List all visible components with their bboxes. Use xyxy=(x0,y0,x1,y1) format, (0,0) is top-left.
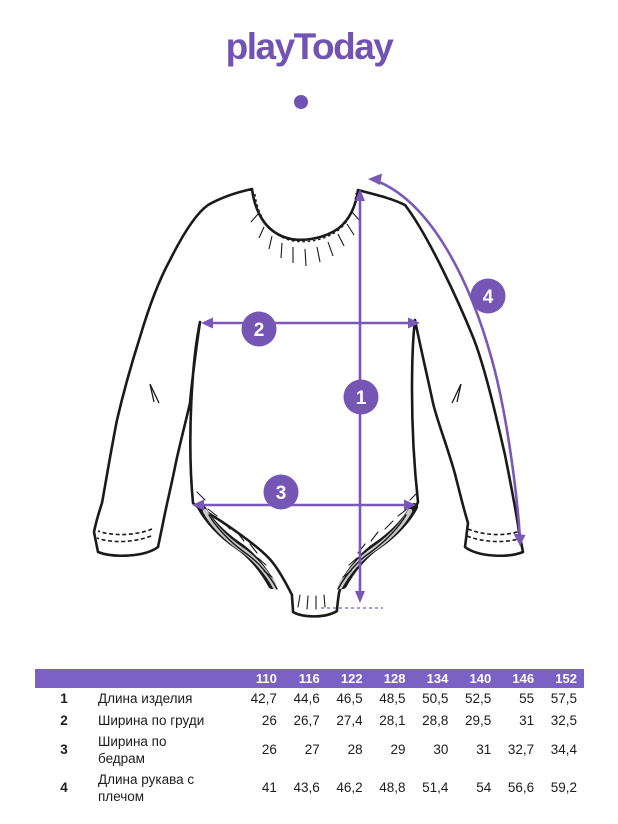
cell-value: 50,5 xyxy=(422,690,449,706)
cell-value: 32,7 xyxy=(507,742,535,758)
cell-value: 43,6 xyxy=(293,780,320,796)
table-row-sleeve: 4 Длина рукава с плечом 41 43,6 46,2 48,… xyxy=(35,770,584,808)
leg-opening-lace xyxy=(196,491,419,610)
size-col-128: 128 xyxy=(369,669,413,688)
cell-value: 48,8 xyxy=(379,780,406,796)
garment-diagram: 1 2 3 4 xyxy=(92,173,526,618)
size-col-116: 116 xyxy=(283,669,327,688)
table-row-hip: 3 Ширина по бедрам 26 27 28 29 30 31 32,… xyxy=(35,732,584,770)
cell-value: 27,4 xyxy=(336,712,363,728)
size-col-122: 122 xyxy=(326,669,370,688)
logo-dot xyxy=(294,95,308,109)
cell-value: 46,5 xyxy=(336,690,363,706)
cell-value: 44,6 xyxy=(293,690,320,706)
measure-hip-arrow: 3 xyxy=(192,474,416,511)
arrowhead-left xyxy=(192,499,204,511)
size-col-134: 134 xyxy=(412,669,456,688)
arrowhead-left xyxy=(201,317,213,329)
cell-value: 26,7 xyxy=(293,712,320,728)
marker-circle-4 xyxy=(470,278,506,314)
size-col-140: 140 xyxy=(455,669,499,688)
lace-frill-ticks xyxy=(196,491,419,610)
table-row-chest: 2 Ширина по груди 26 26,7 27,4 28,1 28,8… xyxy=(35,710,584,732)
cell-value: 57,5 xyxy=(550,690,577,706)
cuff-stitching xyxy=(96,528,522,543)
brand-logo: playToday xyxy=(0,26,618,109)
marker-number-1: 1 xyxy=(356,388,367,409)
cell-value: 27 xyxy=(304,742,320,758)
cell-value: 29,5 xyxy=(464,712,492,728)
cell-value: 42,7 xyxy=(250,690,277,706)
cell-value: 28 xyxy=(347,742,363,758)
size-col-146: 146 xyxy=(498,669,542,688)
cell-value: 34,4 xyxy=(550,742,577,758)
row-number: 4 xyxy=(60,780,68,796)
marker-circle-3 xyxy=(263,474,299,510)
cell-value: 48,5 xyxy=(379,690,406,706)
size-table-header: 110 116 122 128 134 140 146 152 xyxy=(35,669,584,688)
measure-chest-arrow: 2 xyxy=(201,311,420,347)
cell-value: 52,5 xyxy=(464,690,492,706)
marker-number-3: 3 xyxy=(276,483,287,504)
neckline-stitching xyxy=(250,192,361,267)
measure-length-arrow: 1 xyxy=(321,189,383,609)
cell-value: 46,2 xyxy=(336,780,363,796)
cell-value: 26 xyxy=(261,742,277,758)
header-empty-num xyxy=(35,669,93,688)
size-col-110: 110 xyxy=(241,669,284,688)
cell-value: 54 xyxy=(476,780,492,796)
brand-logo-text: playToday xyxy=(225,26,394,67)
arrowhead-right xyxy=(404,499,416,511)
cell-value: 31 xyxy=(519,712,535,728)
measure-sleeve-arrow: 4 xyxy=(368,173,526,546)
cell-value: 32,5 xyxy=(550,712,577,728)
cell-value: 55 xyxy=(519,690,535,706)
row-number: 1 xyxy=(60,690,68,706)
cell-value: 51,4 xyxy=(422,780,449,796)
marker-circle-2 xyxy=(241,311,277,347)
size-table: 110 116 122 128 134 140 146 152 1 Длина … xyxy=(35,669,584,808)
arrowhead-up xyxy=(355,189,365,201)
cell-value: 56,6 xyxy=(507,780,535,796)
row-label: Длина рукава с плечом xyxy=(98,771,195,804)
cell-value: 28,8 xyxy=(422,712,449,728)
cell-value: 29 xyxy=(390,742,406,758)
cell-value: 31 xyxy=(476,742,492,758)
row-number: 2 xyxy=(60,712,68,728)
table-row-length: 1 Длина изделия 42,7 44,6 46,5 48,5 50,5… xyxy=(35,688,584,710)
row-label: Ширина по груди xyxy=(98,712,205,728)
arrowhead-left xyxy=(368,173,382,185)
header-empty-label xyxy=(93,669,241,688)
sleeve-wrinkles xyxy=(149,383,462,404)
bodysuit-outline xyxy=(92,187,525,618)
arrowhead-down xyxy=(513,533,526,546)
cell-value: 30 xyxy=(433,742,449,758)
cell-value: 26 xyxy=(261,712,277,728)
marker-number-2: 2 xyxy=(254,320,265,341)
marker-number-4: 4 xyxy=(483,287,494,308)
row-label: Ширина по бедрам xyxy=(98,734,167,766)
size-col-152: 152 xyxy=(541,669,584,688)
row-number: 3 xyxy=(60,742,68,758)
arrowhead-right xyxy=(408,317,420,329)
cell-value: 28,1 xyxy=(379,712,406,728)
cell-value: 59,2 xyxy=(550,780,577,796)
row-label: Длина изделия xyxy=(98,690,193,706)
marker-circle-1 xyxy=(343,379,379,415)
cell-value: 41 xyxy=(261,780,277,796)
arrowhead-down xyxy=(355,591,365,603)
